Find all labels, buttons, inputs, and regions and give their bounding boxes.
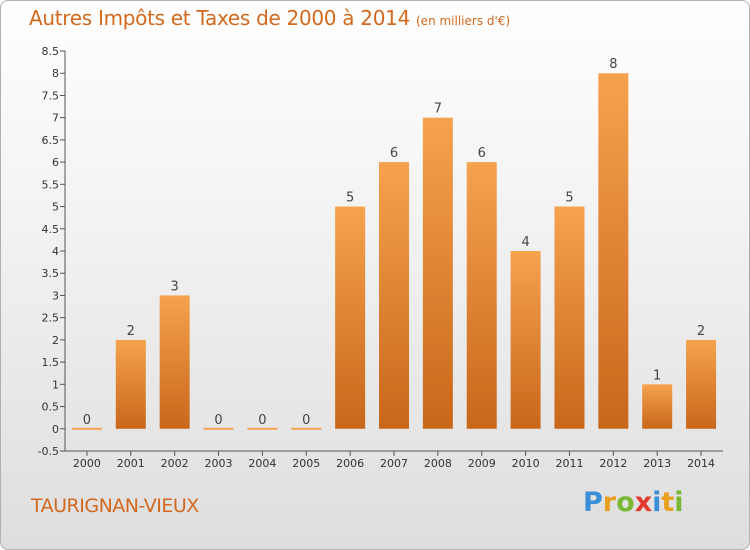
value-label-2002: 3 (171, 279, 179, 294)
x-tick-label: 2012 (599, 457, 627, 470)
x-tick-label: 2004 (248, 457, 276, 470)
brand-letter: t (661, 487, 675, 518)
bar-2012 (598, 73, 629, 429)
value-label-2000: 0 (83, 413, 91, 428)
bar-2000 (71, 427, 102, 430)
bar-2011 (554, 206, 585, 429)
chart-value-labels: 0 2 3 0 0 0 5 6 7 6 4 5 8 1 2 (83, 57, 705, 428)
x-tick-label: 2011 (555, 457, 583, 470)
y-tick-label: 1 (52, 378, 59, 391)
brand-letter: o (616, 487, 635, 518)
bar-2003 (203, 427, 234, 430)
y-tick-label: 7 (52, 112, 59, 125)
value-label-2005: 0 (302, 413, 310, 428)
bar-2005 (291, 427, 322, 430)
bar-2004 (247, 427, 278, 430)
y-tick-label: 3 (52, 289, 59, 302)
x-tick-label: 2008 (424, 457, 452, 470)
bar-2013 (642, 384, 673, 429)
brand-letter: i (652, 487, 662, 518)
x-tick-label: 2006 (336, 457, 364, 470)
y-tick-label: 1.5 (42, 356, 60, 369)
x-tick-label: 2001 (117, 457, 145, 470)
place-name: TAURIGNAN-VIEUX (31, 495, 199, 517)
x-tick-label: 2003 (205, 457, 233, 470)
chart-bars (71, 73, 717, 430)
brand-letter: i (674, 487, 684, 518)
brand-letter: P (583, 487, 603, 518)
y-tick-label: 4 (52, 245, 59, 258)
bar-2001 (115, 339, 146, 429)
y-tick-label: 3.5 (42, 267, 60, 280)
bar-2002 (159, 295, 190, 429)
brand-logo: Proxiti (583, 487, 684, 518)
value-label-2009: 6 (478, 146, 486, 161)
y-tick-label: 2 (52, 334, 59, 347)
chart-axes: -0.5 0 0.5 1 1.5 2 2.5 3 3.5 4 4.5 5 5.5 6 6.5 7 7.5 8 8.5… (38, 45, 723, 470)
x-tick-label: 2000 (73, 457, 101, 470)
y-tick-label: 6.5 (42, 134, 60, 147)
brand-letter: x (634, 487, 653, 518)
y-tick-label: 6 (52, 156, 59, 169)
y-tick-label: -0.5 (38, 445, 59, 458)
value-label-2011: 5 (565, 191, 573, 206)
bar-2007 (379, 162, 409, 429)
x-tick-label: 2007 (380, 457, 408, 470)
value-label-2007: 6 (390, 146, 398, 161)
x-tick-label: 2002 (161, 457, 189, 470)
y-tick-label: 4.5 (42, 223, 60, 236)
x-tick-label: 2009 (468, 457, 496, 470)
y-tick-label: 0.5 (42, 401, 60, 414)
bar-2010 (510, 251, 541, 429)
value-label-2003: 0 (214, 413, 222, 428)
bar-2009 (466, 162, 497, 429)
value-label-2010: 4 (521, 235, 529, 250)
x-tick-label: 2005 (292, 457, 320, 470)
bar-2008 (422, 117, 453, 429)
value-label-2013: 1 (653, 368, 661, 383)
y-tick-label: 0 (52, 423, 59, 436)
chart-title: Autres Impôts et Taxes de 2000 à 2014 (en… (29, 6, 510, 30)
value-label-2001: 2 (127, 324, 135, 339)
x-tick-label: 2010 (512, 457, 540, 470)
y-tick-label: 2.5 (42, 312, 60, 325)
value-label-2004: 0 (258, 413, 266, 428)
brand-letter: r (602, 487, 617, 518)
value-label-2014: 2 (697, 324, 705, 339)
bar-2014 (686, 339, 717, 429)
x-tick-label: 2014 (687, 457, 715, 470)
y-tick-label: 8.5 (42, 45, 60, 58)
bar-2006 (335, 206, 366, 429)
chart-title-unit: (en milliers d'€) (416, 14, 511, 28)
value-label-2012: 8 (609, 57, 617, 72)
y-tick-label: 8 (52, 67, 59, 80)
value-label-2008: 7 (434, 102, 442, 117)
y-tick-label: 7.5 (42, 89, 60, 102)
value-label-2006: 5 (346, 191, 354, 206)
y-tick-label: 5 (52, 201, 59, 214)
x-tick-label: 2013 (643, 457, 671, 470)
y-tick-label: 5.5 (42, 178, 60, 191)
chart-title-main: Autres Impôts et Taxes de 2000 à 2014 (29, 6, 410, 30)
